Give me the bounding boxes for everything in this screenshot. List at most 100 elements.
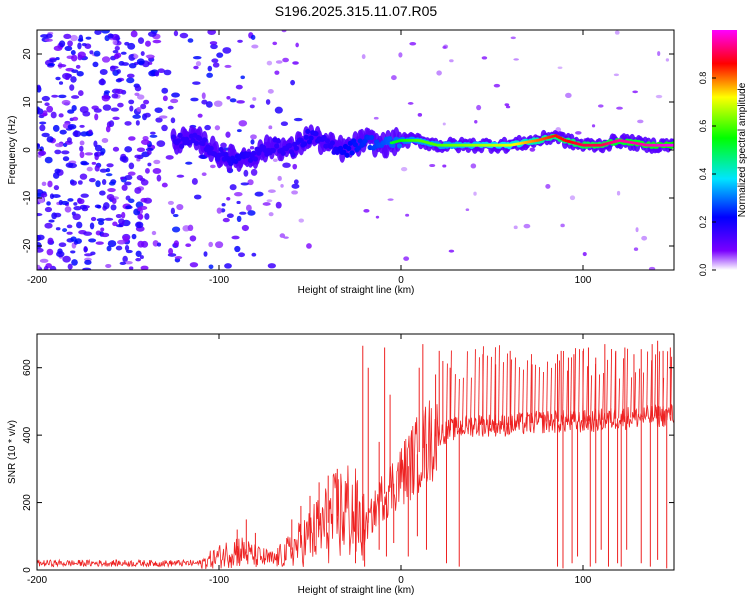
noise-blob — [37, 247, 44, 253]
noise-blob — [51, 194, 61, 198]
ridge-band — [287, 142, 293, 149]
snr-spike — [650, 360, 653, 417]
noise-blob — [120, 51, 127, 55]
noise-blob — [282, 162, 291, 168]
snr-spike — [638, 368, 641, 418]
noise-blob — [136, 147, 146, 153]
noise-blob — [569, 195, 576, 201]
noise-blob — [236, 215, 242, 223]
ridge-band — [197, 135, 203, 142]
snr-spike — [490, 356, 492, 426]
noise-blob — [136, 58, 145, 65]
noise-blob — [560, 223, 565, 228]
noise-blob — [80, 193, 89, 198]
noise-blob — [124, 181, 132, 186]
x-tick-label: -100 — [209, 275, 229, 286]
noise-blob — [89, 50, 94, 55]
noise-blob — [58, 81, 64, 85]
snr-spike — [586, 366, 588, 422]
noise-blob — [84, 152, 94, 156]
noise-blob — [205, 101, 213, 108]
ridge-core — [671, 143, 674, 147]
snr-spike — [654, 354, 657, 417]
noise-blob — [135, 250, 142, 257]
colorbar-tick-label: 0.8 — [698, 72, 708, 85]
noise-blob — [210, 43, 218, 50]
noise-blob — [154, 71, 160, 77]
snr-spike — [506, 353, 508, 426]
noise-blob — [100, 151, 105, 156]
snr-spike — [530, 354, 532, 424]
noise-blob — [208, 264, 214, 270]
noise-blob — [655, 94, 663, 99]
noise-blob — [145, 40, 151, 47]
snr-spike — [450, 350, 452, 431]
noise-blob — [155, 117, 163, 123]
noise-blob — [140, 103, 147, 110]
snr-spike — [590, 375, 593, 421]
noise-blob — [145, 54, 154, 58]
noise-blob — [157, 68, 165, 73]
colorbar-label: Normalized spectral amplitude — [737, 82, 748, 217]
noise-blob — [49, 58, 57, 63]
noise-blob — [110, 204, 117, 211]
figure-title: S196.2025.315.11.07.R05 — [275, 3, 438, 19]
noise-blob — [44, 38, 53, 42]
noise-blob — [52, 172, 60, 179]
noise-blob — [226, 196, 231, 201]
noise-blob — [37, 264, 41, 270]
noise-blob — [94, 30, 102, 35]
noise-blob — [591, 124, 596, 128]
snr-spike — [642, 372, 645, 417]
noise-blob — [171, 92, 180, 98]
snr-spike — [502, 362, 504, 426]
noise-blob — [128, 62, 137, 69]
noise-blob — [215, 241, 224, 249]
noise-blob — [115, 214, 123, 219]
noise-blob — [105, 173, 113, 177]
noise-blob — [37, 213, 43, 217]
snr-spike — [486, 355, 488, 426]
noise-blob — [279, 233, 286, 238]
noise-blob — [42, 110, 48, 117]
ridge-band — [344, 152, 350, 158]
snr-spike — [634, 372, 637, 418]
ridge-band — [349, 150, 355, 156]
noise-blob — [222, 47, 232, 54]
noise-blob — [665, 58, 670, 62]
noise-blob — [185, 243, 192, 247]
noise-blob — [241, 224, 249, 232]
noise-blob — [195, 61, 202, 67]
noise-blob — [403, 256, 410, 261]
noise-blob — [144, 213, 150, 220]
colorbar: 0.0 0.2 0.4 0.6 0.8 Normalized spectral ampl… — [698, 30, 748, 276]
snr-spike — [542, 371, 544, 423]
noise-blob — [53, 45, 63, 51]
noise-blob — [137, 213, 144, 220]
noise-blob — [157, 242, 162, 247]
noise-blob — [130, 30, 138, 38]
noise-blob — [250, 134, 257, 140]
noise-blob — [277, 175, 282, 182]
noise-blob — [135, 120, 140, 126]
noise-blob — [268, 212, 274, 217]
noise-blob — [66, 224, 73, 229]
ridge-band — [175, 138, 182, 144]
colorbar-gradient — [712, 30, 737, 270]
noise-blob — [115, 224, 123, 228]
noise-blob — [77, 38, 84, 42]
ridge-band — [275, 138, 281, 144]
snr-spike — [566, 370, 568, 422]
snr-spike — [578, 349, 580, 422]
noise-blob — [44, 222, 53, 229]
noise-blob — [405, 213, 410, 217]
snr-spike — [618, 378, 621, 419]
noise-blob — [291, 183, 300, 189]
ridge-band — [308, 135, 314, 141]
noise-blob — [118, 218, 125, 225]
y-tick-label: 400 — [22, 426, 33, 443]
noise-blob — [58, 113, 64, 118]
snr-spike — [610, 348, 613, 420]
noise-blob — [72, 116, 79, 121]
